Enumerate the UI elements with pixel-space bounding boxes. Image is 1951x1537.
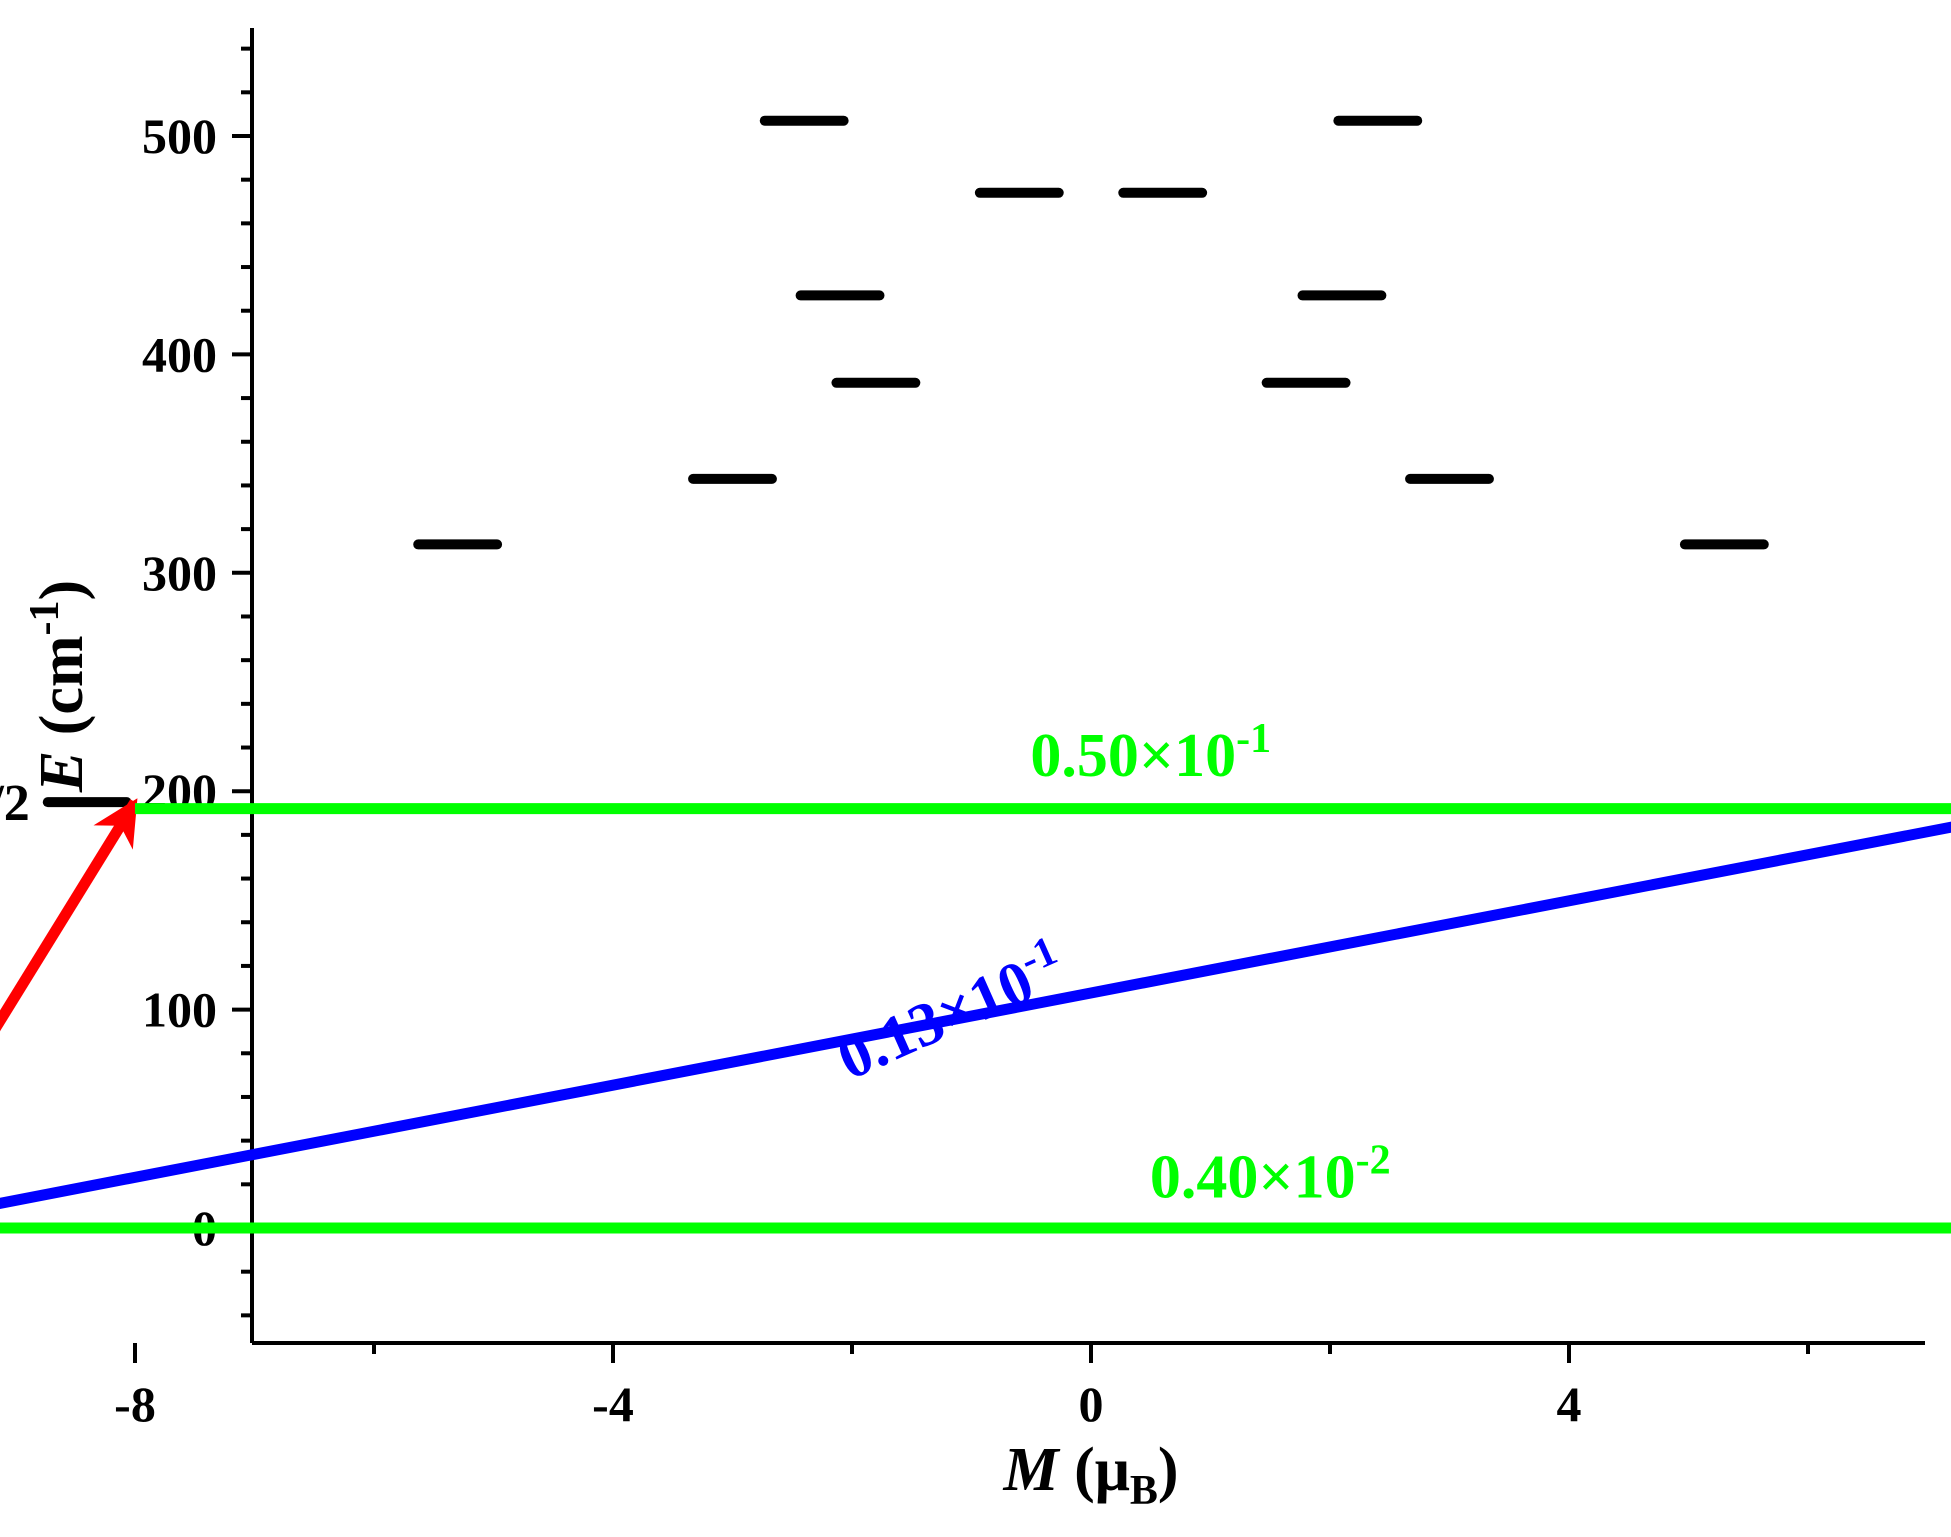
transition-label: 0.13×10-1 — [825, 928, 1075, 1094]
x-tick-label: -8 — [114, 1376, 156, 1432]
transition-label: 0.50×10-1 — [1030, 716, 1271, 790]
y-ticks: 0100200300400500 — [142, 46, 252, 1318]
y-axis-title: E (cm-1) — [22, 580, 96, 793]
state-label: -13/2 — [0, 775, 30, 832]
transition-arrows: 1.800.13×10-10.50×10-10.40×10-2 — [0, 716, 1951, 1234]
x-tick-label: 0 — [1079, 1376, 1104, 1432]
x-tick-label: -4 — [592, 1376, 634, 1432]
y-tick-label: 300 — [142, 545, 217, 601]
transition-arrow — [0, 821, 1951, 1209]
axes: -12-8-404812 0100200300400500 — [114, 28, 1925, 1432]
transition-label: 0.40×10-2 — [1150, 1137, 1391, 1211]
energy-levels — [42, 115, 1769, 808]
y-tick-label: 500 — [142, 108, 217, 164]
state-labels: -15/2+15/2-13/2+13/2 — [0, 775, 30, 832]
x-tick-label: 4 — [1557, 1376, 1582, 1432]
y-tick-label: 400 — [142, 326, 217, 382]
y-tick-label: 100 — [142, 982, 217, 1038]
x-ticks: -12-8-404812 — [114, 1343, 1810, 1432]
transition-arrow — [0, 798, 140, 1032]
x-axis-title: M (μB) — [1002, 1436, 1178, 1514]
